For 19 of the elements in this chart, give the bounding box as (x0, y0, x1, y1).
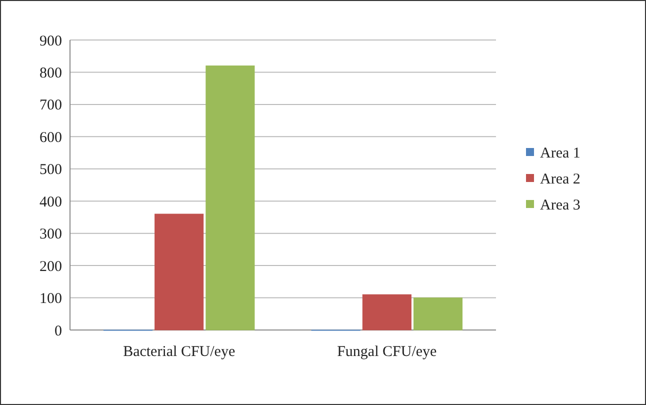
y-tick-label: 500 (40, 162, 62, 178)
x-tick-label: Bacterial CFU/eye (123, 344, 236, 360)
bar (413, 298, 463, 330)
y-tick-label: 600 (40, 130, 62, 146)
bar (154, 214, 204, 330)
y-tick-label: 200 (40, 258, 62, 275)
y-tick-label: 0 (54, 323, 62, 340)
y-tick-label: 700 (40, 98, 62, 114)
y-tick-label: 800 (40, 65, 62, 82)
bar (362, 294, 412, 330)
y-tick-label: 400 (40, 194, 62, 210)
y-tick-label: 900 (40, 33, 62, 50)
x-tick-label: Fungal CFU/eye (337, 344, 438, 360)
legend-label: Area 1 (540, 145, 580, 162)
legend-label: Area 3 (540, 197, 580, 214)
legend-label: Area 2 (540, 171, 580, 188)
y-tick-label: 300 (40, 226, 62, 243)
bar (206, 66, 255, 330)
y-tick-label: 100 (40, 291, 62, 308)
